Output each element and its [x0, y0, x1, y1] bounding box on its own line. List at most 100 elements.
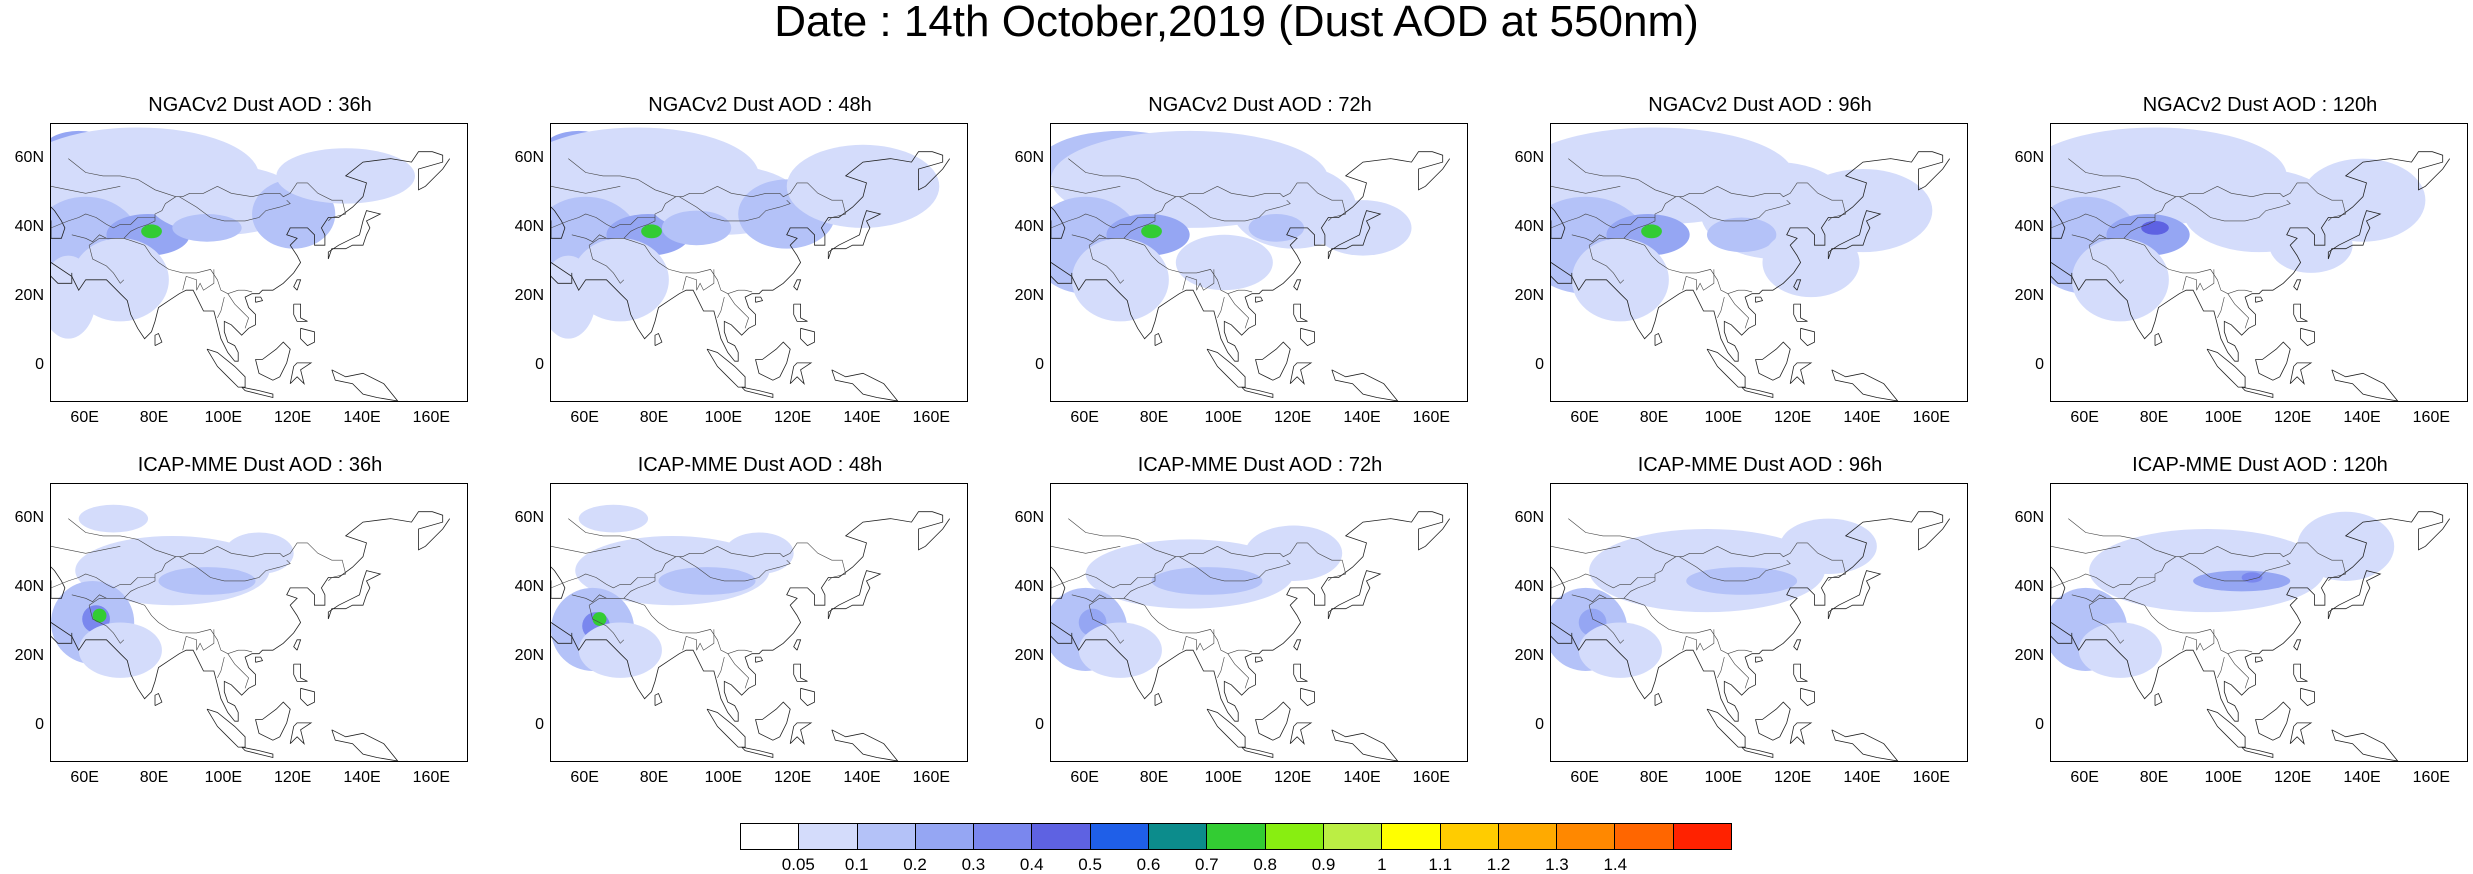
dust-aod-patch: [2141, 220, 2169, 235]
coastline: [1327, 210, 1382, 260]
colorbar-label: 0.7: [1194, 855, 1219, 874]
country-border: [51, 546, 121, 554]
country-border: [2217, 657, 2225, 679]
country-border: [2051, 213, 2155, 229]
lat-tick-label: 40N: [1014, 577, 1044, 595]
coastline: [255, 296, 264, 303]
lon-tick-label: 100E: [1204, 769, 1243, 786]
coastline: [1206, 708, 1246, 748]
country-border: [51, 573, 155, 589]
country-border: [179, 556, 291, 582]
country-border: [1696, 629, 1715, 651]
country-border: [1588, 605, 1625, 644]
lon-tick-label: 60E: [1070, 409, 1099, 426]
country-border: [1588, 598, 1753, 655]
lat-tick-label: 0: [1535, 356, 1544, 374]
lat-tick-label: 40N: [514, 217, 544, 235]
lon-tick-label: 140E: [1343, 409, 1381, 426]
colorbar-label: 1.4: [1603, 855, 1628, 874]
country-border: [71, 234, 107, 243]
coastline: [1289, 362, 1313, 385]
coastline: [654, 692, 663, 706]
map-panel: NGACv2 Dust AOD : 96h 60N 40N 20N 0 60E 80E 100…: [1515, 95, 1970, 435]
coastline: [800, 687, 815, 707]
coastline: [1827, 210, 1882, 260]
coastline: [1789, 362, 1813, 385]
country-border: [196, 269, 215, 291]
map-frame: [2050, 123, 2468, 402]
lat-tick-label: 60N: [2014, 508, 2044, 526]
coastline: [2154, 332, 2163, 346]
dust-aod-patch: [71, 238, 169, 322]
coastline: [2051, 151, 2451, 362]
lat-tick-label: 0: [1035, 716, 1044, 734]
country-border: [2123, 542, 2347, 599]
coastline: [1331, 369, 1399, 401]
colorbar-label: 0.3: [961, 855, 986, 874]
coastline: [831, 729, 899, 761]
coastline: [1293, 663, 1308, 682]
coastline: [793, 639, 802, 651]
country-border: [1051, 573, 1155, 589]
coastline: [300, 687, 315, 707]
coastline: [789, 722, 813, 745]
country-border: [2182, 636, 2197, 651]
coastline: [1154, 332, 1163, 346]
country-border: [727, 653, 749, 689]
country-border: [2196, 269, 2215, 291]
coastline: [1051, 511, 1451, 722]
coastline: [1255, 341, 1291, 381]
colorbar-label: 0.4: [1019, 855, 1044, 874]
country-border: [679, 196, 791, 222]
coastline: [706, 708, 746, 748]
coastline: [2051, 566, 2066, 599]
dust-aod-map: [551, 504, 951, 761]
coastline: [1300, 687, 1315, 707]
colorbar-swatch: [1207, 824, 1266, 849]
coastline: [331, 729, 399, 761]
lon-tick-label: 60E: [70, 409, 99, 426]
map-frame: [1050, 483, 1468, 762]
lon-tick-label: 60E: [1570, 409, 1599, 426]
country-border: [68, 158, 176, 197]
lat-tick-label: 60N: [1514, 148, 1544, 166]
country-border: [1551, 186, 1621, 194]
country-border: [1068, 518, 1176, 557]
coastline: [1827, 570, 1882, 620]
coastline: [2051, 625, 2073, 644]
lon-tick-label: 160E: [1912, 769, 1951, 786]
lon-tick-label: 160E: [912, 409, 951, 426]
coastline: [1551, 566, 1566, 599]
panel-title: NGACv2 Dust AOD : 48h: [648, 94, 872, 116]
country-border: [1679, 196, 1791, 222]
country-border: [2088, 238, 2253, 295]
dust-aod-patch: [1078, 622, 1162, 678]
dust-aod-patch: [2089, 529, 2325, 613]
dust-aod-patch: [661, 210, 732, 246]
lat-tick-label: 0: [35, 356, 44, 374]
lat-tick-label: 20N: [2014, 647, 2044, 665]
coastline: [51, 511, 451, 722]
coastline: [51, 206, 66, 239]
country-border: [51, 213, 155, 229]
lon-tick-label: 140E: [843, 769, 881, 786]
lon-tick-label: 120E: [1773, 769, 1812, 786]
lon-tick-label: 80E: [1639, 409, 1669, 426]
colorbar-swatch: [741, 824, 800, 849]
panel-title: ICAP-MME Dust AOD : 36h: [137, 454, 383, 476]
country-border: [1123, 182, 1347, 239]
coastline: [1051, 206, 1066, 239]
lat-tick-label: 20N: [1514, 647, 1544, 665]
lat-tick-label: 20N: [2014, 287, 2044, 305]
colorbar-swatch: [1498, 824, 1558, 849]
lat-tick-label: 60N: [1014, 508, 1044, 526]
country-border: [1717, 657, 1725, 679]
coastline: [51, 151, 451, 362]
colorbar-label: 0.1: [844, 855, 869, 874]
country-border: [588, 598, 753, 655]
map-frame: [50, 483, 468, 762]
coastline: [1241, 746, 1274, 759]
colorbar-label: 1.1: [1428, 855, 1453, 874]
coastline: [551, 151, 951, 362]
coastline: [1241, 386, 1274, 399]
